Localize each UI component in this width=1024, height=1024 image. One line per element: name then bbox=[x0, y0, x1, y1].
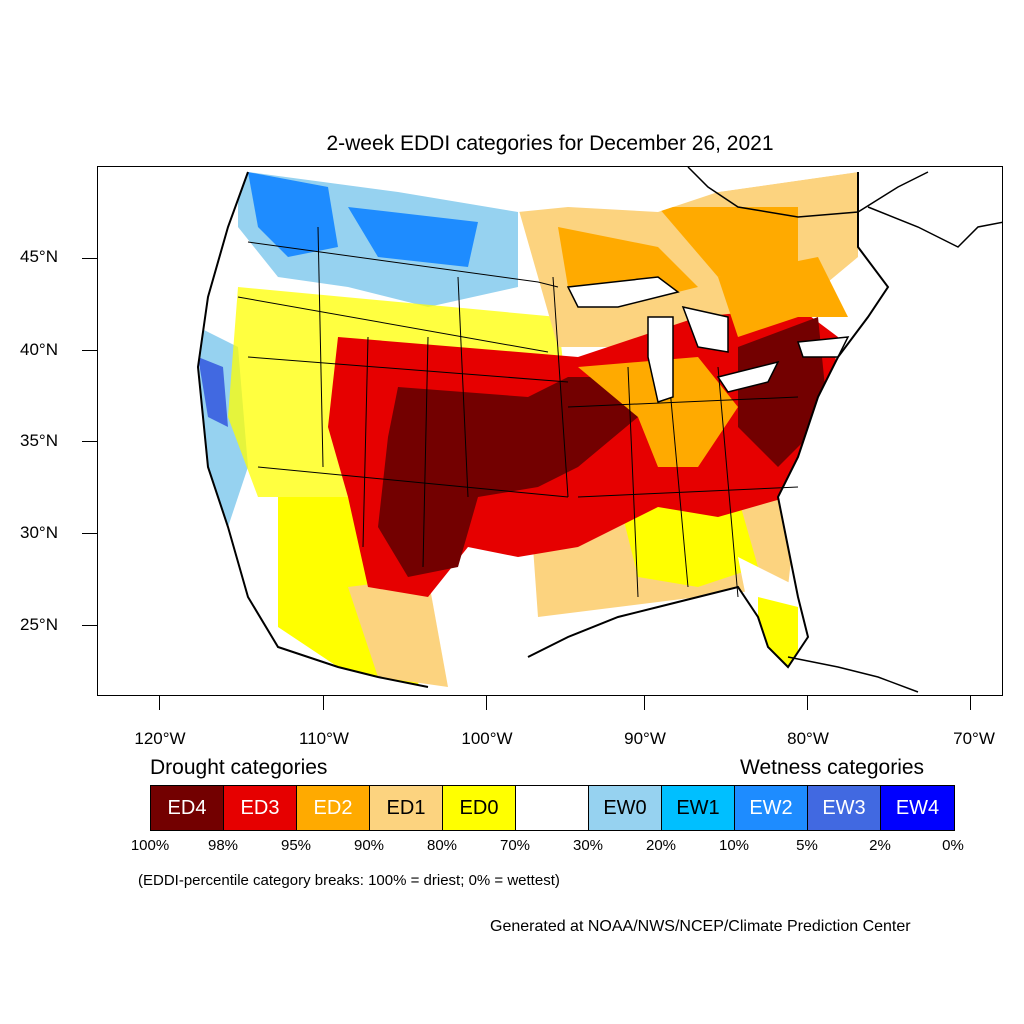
percentile-label: 10% bbox=[718, 837, 750, 854]
lon-tick bbox=[323, 696, 324, 710]
map-title: 2-week EDDI categories for December 26, … bbox=[326, 132, 774, 155]
lon-label-120: 120°W bbox=[134, 729, 186, 748]
lon-tick bbox=[644, 696, 645, 710]
lon-label-100: 100°W bbox=[461, 729, 513, 748]
lat-tick bbox=[82, 258, 97, 259]
percentile-label: 70% bbox=[499, 837, 531, 854]
percentile-label: 98% bbox=[207, 837, 239, 854]
drought-heading: Drought categories bbox=[150, 756, 328, 779]
lon-label-70: 70°W bbox=[953, 729, 995, 748]
great-lakes bbox=[566, 276, 850, 403]
legend-ew1: EW1 bbox=[662, 786, 735, 830]
eddi-map bbox=[97, 166, 1003, 696]
lat-label-40: 40°N bbox=[20, 340, 58, 359]
lon-label-110: 110°W bbox=[299, 729, 349, 748]
lon-label-90: 90°W bbox=[624, 729, 666, 748]
credit-text: Generated at NOAA/NWS/NCEP/Climate Predi… bbox=[490, 918, 911, 935]
legend-ed0: ED0 bbox=[443, 786, 516, 830]
state-borders bbox=[237, 226, 799, 598]
lon-tick bbox=[970, 696, 971, 710]
legend-ew2: EW2 bbox=[735, 786, 808, 830]
lat-label-45: 45°N bbox=[20, 247, 58, 266]
percentile-label: 95% bbox=[280, 837, 312, 854]
percentile-label: 5% bbox=[796, 837, 818, 854]
wetness-heading: Wetness categories bbox=[740, 756, 925, 779]
percentile-label: 30% bbox=[572, 837, 604, 854]
legend-ed3: ED3 bbox=[224, 786, 297, 830]
lat-tick bbox=[82, 625, 97, 626]
legend-ed1: ED1 bbox=[370, 786, 443, 830]
legend-ed2: ED2 bbox=[297, 786, 370, 830]
percentile-label: 0% bbox=[942, 837, 964, 854]
percentile-label: 90% bbox=[353, 837, 385, 854]
percentile-label: 2% bbox=[869, 837, 891, 854]
lat-tick bbox=[82, 350, 97, 351]
lat-label-35: 35°N bbox=[20, 431, 58, 450]
percentile-label: 80% bbox=[426, 837, 458, 854]
lon-label-80: 80°W bbox=[787, 729, 829, 748]
lat-tick bbox=[82, 441, 97, 442]
legend-ew3: EW3 bbox=[808, 786, 881, 830]
legend-colorbar: ED4 ED3 ED2 ED1 ED0 EW0 EW1 EW2 EW3 EW4 bbox=[150, 785, 955, 831]
lon-tick bbox=[807, 696, 808, 710]
lon-tick bbox=[159, 696, 160, 710]
legend-ew4: EW4 bbox=[881, 786, 954, 830]
legend-ew0: EW0 bbox=[589, 786, 662, 830]
eddi-map-canvas bbox=[196, 167, 1002, 693]
lat-label-30: 30°N bbox=[20, 523, 58, 542]
percentile-label: 100% bbox=[130, 837, 170, 854]
percentile-label: 20% bbox=[645, 837, 677, 854]
lat-tick bbox=[82, 533, 97, 534]
category-note: (EDDI-percentile category breaks: 100% =… bbox=[138, 872, 560, 889]
legend-ed4: ED4 bbox=[151, 786, 224, 830]
lon-tick bbox=[486, 696, 487, 710]
legend-neutral bbox=[516, 786, 589, 830]
lat-label-25: 25°N bbox=[20, 615, 58, 634]
